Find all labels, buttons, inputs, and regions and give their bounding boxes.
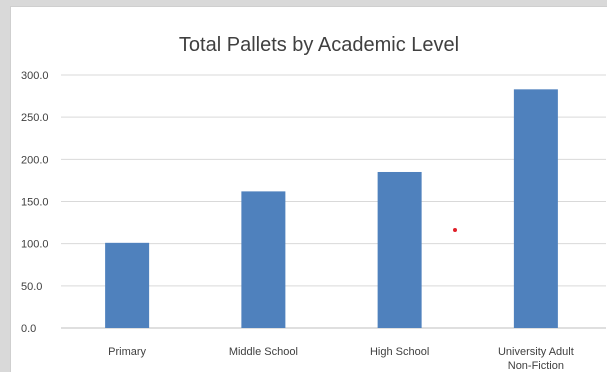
bar (105, 242, 150, 328)
x-axis-category-labels: Primary Middle School High School Universit… (108, 346, 574, 372)
bars (105, 89, 558, 328)
y-tick-label: 250.0 (21, 112, 49, 124)
y-tick-label: 200.0 (21, 154, 49, 166)
y-axis-tick-labels: 0.0 50.0 100.0 150.0 200.0 250.0 300.0 (21, 70, 49, 335)
x-category-label: University Adult (498, 346, 574, 358)
y-tick-label: 150.0 (21, 197, 49, 209)
x-category-label: Non-Fiction (508, 360, 564, 372)
y-tick-label: 0.0 (21, 323, 36, 335)
x-category-label: Middle School (229, 346, 298, 358)
y-tick-label: 50.0 (21, 281, 42, 293)
bar (241, 191, 286, 328)
bar (513, 89, 558, 328)
x-category-label: Primary (108, 346, 146, 358)
y-tick-label: 300.0 (21, 70, 49, 82)
red-dot-marker (453, 228, 457, 232)
markers (453, 228, 457, 232)
chart-frame: Total Pallets by Academic Level 0.0 50.0 1… (10, 6, 607, 372)
y-tick-label: 100.0 (21, 239, 49, 251)
gridlines (61, 74, 606, 329)
x-category-label: High School (370, 346, 429, 358)
bar-chart: Total Pallets by Academic Level 0.0 50.0 1… (21, 34, 606, 372)
chart-title: Total Pallets by Academic Level (179, 34, 459, 56)
bar (377, 171, 422, 328)
